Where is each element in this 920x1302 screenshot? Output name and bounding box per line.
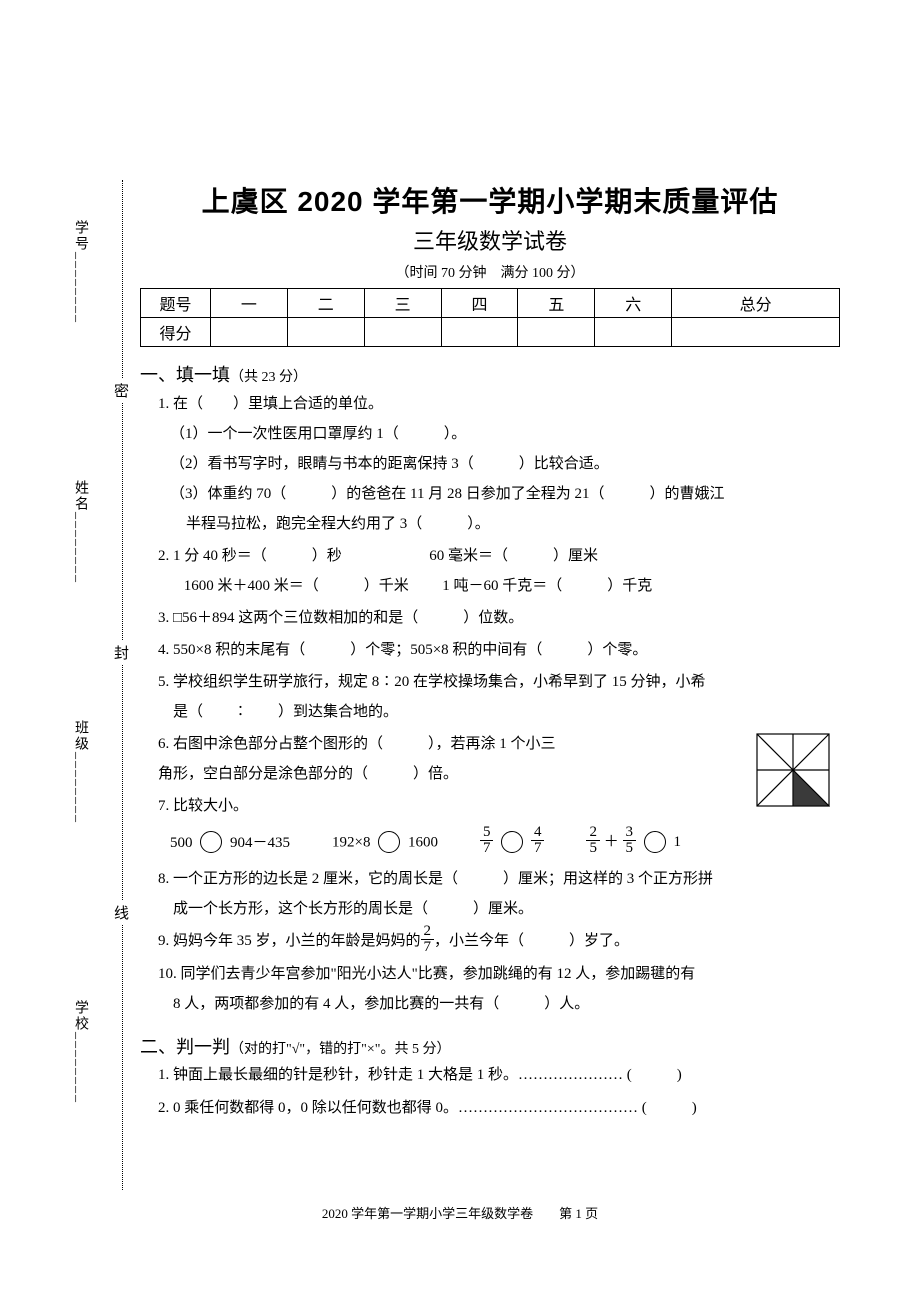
compare-circle-icon — [501, 831, 523, 853]
score-cell — [287, 318, 364, 347]
q6-line2: 角形，空白部分是涂色部分的（ ）倍。 — [158, 766, 458, 782]
q2-c: 1600 米＋400 米＝（ ）千米 — [184, 578, 409, 594]
question-1: 1. 在（ ）里填上合适的单位。 （1）一个一次性医用口罩厚约 1（ ）。 （2… — [158, 389, 840, 539]
judge-q2: 2. 0 乘任何数都得 0，0 除以任何数也都得 0。……………………………… … — [158, 1092, 840, 1125]
score-cell — [518, 318, 595, 347]
question-4: 4. 550×8 积的末尾有（ ）个零；505×8 积的中间有（ ）个零。 — [158, 635, 840, 665]
question-10: 10. 同学们去青少年宫参加"阳光小达人"比赛，参加跳绳的有 12 人，参加踢毽… — [158, 959, 840, 1019]
q9-fraction: 27 — [421, 924, 435, 955]
score-header-cell: 一 — [210, 289, 287, 318]
comp-4: 25 ＋ 35 1 — [586, 827, 681, 858]
score-header-cell: 总分 — [672, 289, 840, 318]
binding-char-xian: 线 — [114, 900, 129, 925]
question-6: 6. 右图中涂色部分占整个图形的（ ），若再涂 1 个小三 角形，空白部分是涂色… — [158, 729, 840, 789]
exam-subtitle: 三年级数学试卷 — [140, 224, 840, 256]
section-1-title: 一、填一填 — [140, 365, 230, 385]
section-2-title: 二、判一判 — [140, 1037, 230, 1057]
question-2: 2. 1 分 40 秒＝（ ）秒 60 毫米＝（ ）厘米 1600 米＋400 … — [158, 541, 840, 601]
q2-b: 60 毫米＝（ ）厘米 — [429, 548, 598, 564]
q1-3-line2: 半程马拉松，跑完全程大约用了 3（ ）。 — [186, 509, 840, 539]
comp-3: 57 47 — [480, 827, 545, 858]
score-cell — [210, 318, 287, 347]
score-header-cell: 四 — [441, 289, 518, 318]
comp-3-right-fraction: 47 — [531, 825, 545, 856]
section-2-heading: 二、判一判（对的打"√"，错的打"×"。共 5 分） — [140, 1033, 840, 1059]
comp-2: 192×8 1600 — [332, 832, 438, 854]
q8-line2: 成一个长方形，这个长方形的周长是（ ）厘米。 — [173, 901, 533, 917]
table-row: 得分 — [141, 318, 840, 347]
score-header-cell: 六 — [595, 289, 672, 318]
q7-comparisons: 500 904－435 192×8 1600 57 47 25 ＋ 35 1 — [170, 827, 840, 858]
q9-b: ，小兰今年（ ）岁了。 — [434, 933, 629, 949]
q2-d: 1 吨－60 千克＝（ ）千克 — [442, 578, 652, 594]
comp-1-right: 904－435 — [230, 835, 290, 851]
binding-label-class: 班级________ — [70, 720, 90, 824]
q10-line2: 8 人，两项都参加的有 4 人，参加比赛的一共有（ ）人。 — [173, 996, 589, 1012]
score-cell — [441, 318, 518, 347]
q8-line1: 8. 一个正方形的边长是 2 厘米，它的周长是（ ）厘米；用这样的 3 个正方形… — [158, 871, 713, 887]
comp-1-left: 500 — [170, 835, 193, 851]
comp-4-frac-a: 25 — [586, 825, 600, 856]
question-9: 9. 妈妈今年 35 岁，小兰的年龄是妈妈的27，小兰今年（ ）岁了。 — [158, 926, 840, 957]
comp-1: 500 904－435 — [170, 831, 290, 855]
table-row: 题号 一 二 三 四 五 六 总分 — [141, 289, 840, 318]
section-1-note: （共 23 分） — [230, 370, 307, 385]
question-3: 3. □56＋894 这两个三位数相加的和是（ ）位数。 — [158, 603, 840, 633]
question-8: 8. 一个正方形的边长是 2 厘米，它的周长是（ ）厘米；用这样的 3 个正方形… — [158, 864, 840, 924]
binding-char-mi: 密 — [114, 378, 129, 403]
compare-circle-icon — [378, 831, 400, 853]
q10-line1: 10. 同学们去青少年宫参加"阳光小达人"比赛，参加跳绳的有 12 人，参加踢毽… — [158, 966, 695, 982]
q6-line1: 6. 右图中涂色部分占整个图形的（ ），若再涂 1 个小三 — [158, 736, 556, 752]
binding-label-student-id: 学号________ — [70, 220, 90, 324]
q9-a: 9. 妈妈今年 35 岁，小兰的年龄是妈妈的 — [158, 933, 421, 949]
score-table: 题号 一 二 三 四 五 六 总分 得分 — [140, 288, 840, 347]
score-label-cell: 得分 — [141, 318, 211, 347]
score-cell — [672, 318, 840, 347]
comp-2-left: 192×8 — [332, 834, 370, 850]
comp-2-right: 1600 — [408, 834, 438, 850]
binding-strip: 学号________ 姓名________ 班级________ 学校_____… — [70, 180, 130, 1190]
binding-dotted-line — [122, 180, 123, 1190]
page-footer: 2020 学年第一学期小学三年级数学卷 第 1 页 — [0, 1203, 920, 1222]
exam-title: 上虞区 2020 学年第一学期小学期末质量评估 — [140, 180, 840, 220]
exam-meta: （时间 70 分钟 满分 100 分） — [140, 262, 840, 282]
section-2-note: （对的打"√"，错的打"×"。共 5 分） — [230, 1042, 450, 1057]
q5-line1: 5. 学校组织学生研学旅行，规定 8∶20 在学校操场集合，小希早到了 15 分… — [158, 674, 706, 690]
binding-char-feng: 封 — [114, 640, 129, 665]
binding-label-school: 学校________ — [70, 1000, 90, 1104]
score-header-cell: 三 — [364, 289, 441, 318]
comp-4-right: 1 — [674, 834, 682, 850]
score-header-cell: 五 — [518, 289, 595, 318]
q1-1: （1）一个一次性医用口罩厚约 1（ ）。 — [170, 419, 840, 449]
score-cell — [364, 318, 441, 347]
comp-4-frac-b: 35 — [623, 825, 637, 856]
comp-3-left-fraction: 57 — [480, 825, 494, 856]
compare-circle-icon — [200, 831, 222, 853]
compare-circle-icon — [644, 831, 666, 853]
page-content: 上虞区 2020 学年第一学期小学期末质量评估 三年级数学试卷 （时间 70 分… — [140, 180, 840, 1125]
question-5: 5. 学校组织学生研学旅行，规定 8∶20 在学校操场集合，小希早到了 15 分… — [158, 667, 840, 727]
q2-a: 2. 1 分 40 秒＝（ ）秒 — [158, 548, 342, 564]
q6-figure — [756, 733, 830, 807]
score-header-cell: 二 — [287, 289, 364, 318]
score-cell — [595, 318, 672, 347]
section-1-heading: 一、填一填（共 23 分） — [140, 361, 840, 387]
q1-3-line1: （3）体重约 70（ ）的爸爸在 11 月 28 日参加了全程为 21（ ）的曹… — [170, 479, 840, 509]
judge-q1: 1. 钟面上最长最细的针是秒针，秒针走 1 大格是 1 秒。………………… ( … — [158, 1059, 840, 1092]
score-header-cell: 题号 — [141, 289, 211, 318]
question-7: 7. 比较大小。 — [158, 791, 840, 821]
q5-line2: 是（ ∶ ）到达集合地的。 — [173, 704, 398, 720]
q1-2: （2）看书写字时，眼睛与书本的距离保持 3（ ）比较合适。 — [170, 449, 840, 479]
binding-label-name: 姓名________ — [70, 480, 90, 584]
q1-stem: 1. 在（ ）里填上合适的单位。 — [158, 389, 840, 419]
